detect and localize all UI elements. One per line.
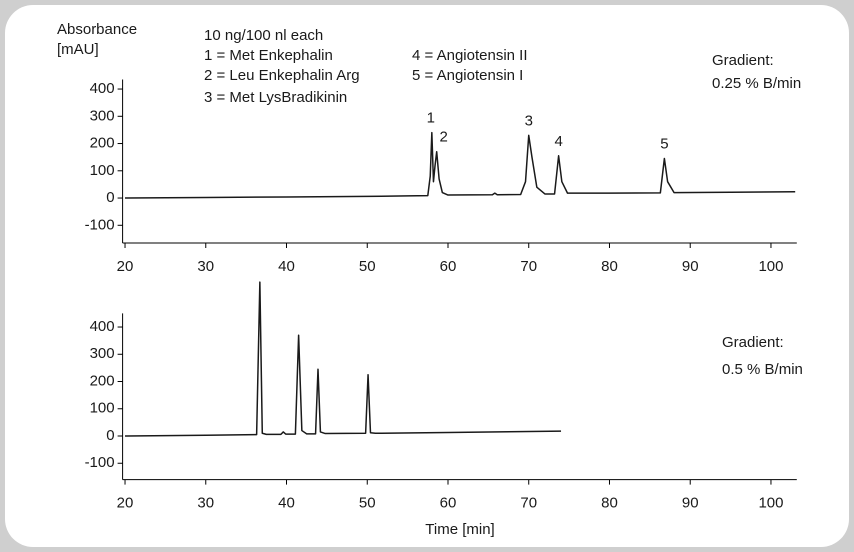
x-axis-label: Time [min] <box>425 521 494 538</box>
y-tick-label: 100 <box>90 400 115 417</box>
gradient-note: 0.5 % B/min <box>722 361 803 378</box>
annotation: 5 = Angiotensin I <box>412 67 523 84</box>
y-tick-label: 300 <box>90 345 115 362</box>
peak-label: 4 <box>554 133 562 150</box>
annotation: 3 = Met LysBradikinin <box>204 89 347 106</box>
y-tick-label: -100 <box>85 216 115 233</box>
x-tick-label: 90 <box>682 258 699 275</box>
panel <box>5 5 849 547</box>
x-tick-label: 50 <box>359 258 376 275</box>
peak-label: 5 <box>660 135 668 152</box>
x-tick-label: 60 <box>440 495 457 512</box>
gradient-note: Gradient: <box>712 52 774 69</box>
y-tick-label: 200 <box>90 372 115 389</box>
x-tick-label: 100 <box>758 258 783 275</box>
x-tick-label: 20 <box>117 258 134 275</box>
x-tick-label: 30 <box>197 495 214 512</box>
y-axis-label: [mAU] <box>57 41 99 58</box>
peak-label: 3 <box>525 112 533 129</box>
y-tick-label: -100 <box>85 454 115 471</box>
y-tick-label: 0 <box>106 427 114 444</box>
y-tick-label: 200 <box>90 135 115 152</box>
x-tick-label: 100 <box>758 495 783 512</box>
y-tick-label: 100 <box>90 162 115 179</box>
x-tick-label: 80 <box>601 495 618 512</box>
y-tick-label: 0 <box>106 189 114 206</box>
trace <box>125 131 796 199</box>
peak-label: 2 <box>440 129 448 146</box>
x-tick-label: 90 <box>682 495 699 512</box>
x-tick-label: 40 <box>278 258 295 275</box>
x-tick-label: 50 <box>359 495 376 512</box>
x-tick-label: 70 <box>520 495 537 512</box>
peak-label: 1 <box>427 110 435 127</box>
gradient-note: Gradient: <box>722 334 784 351</box>
trace <box>125 281 562 437</box>
gradient-note: 0.25 % B/min <box>712 75 801 92</box>
annotation: 1 = Met Enkephalin <box>204 47 333 64</box>
annotation: 4 = Angiotensin II <box>412 47 528 64</box>
x-tick-label: 60 <box>440 258 457 275</box>
annotation: 2 = Leu Enkephalin Arg <box>204 67 360 84</box>
x-tick-label: 80 <box>601 258 618 275</box>
x-tick-label: 40 <box>278 495 295 512</box>
x-tick-label: 70 <box>520 258 537 275</box>
x-tick-label: 20 <box>117 495 134 512</box>
y-tick-label: 400 <box>90 318 115 335</box>
y-tick-label: 400 <box>90 80 115 97</box>
annotation: 10 ng/100 nl each <box>204 27 323 44</box>
y-tick-label: 300 <box>90 107 115 124</box>
x-tick-label: 30 <box>197 258 214 275</box>
y-axis-label: Absorbance <box>57 21 137 38</box>
